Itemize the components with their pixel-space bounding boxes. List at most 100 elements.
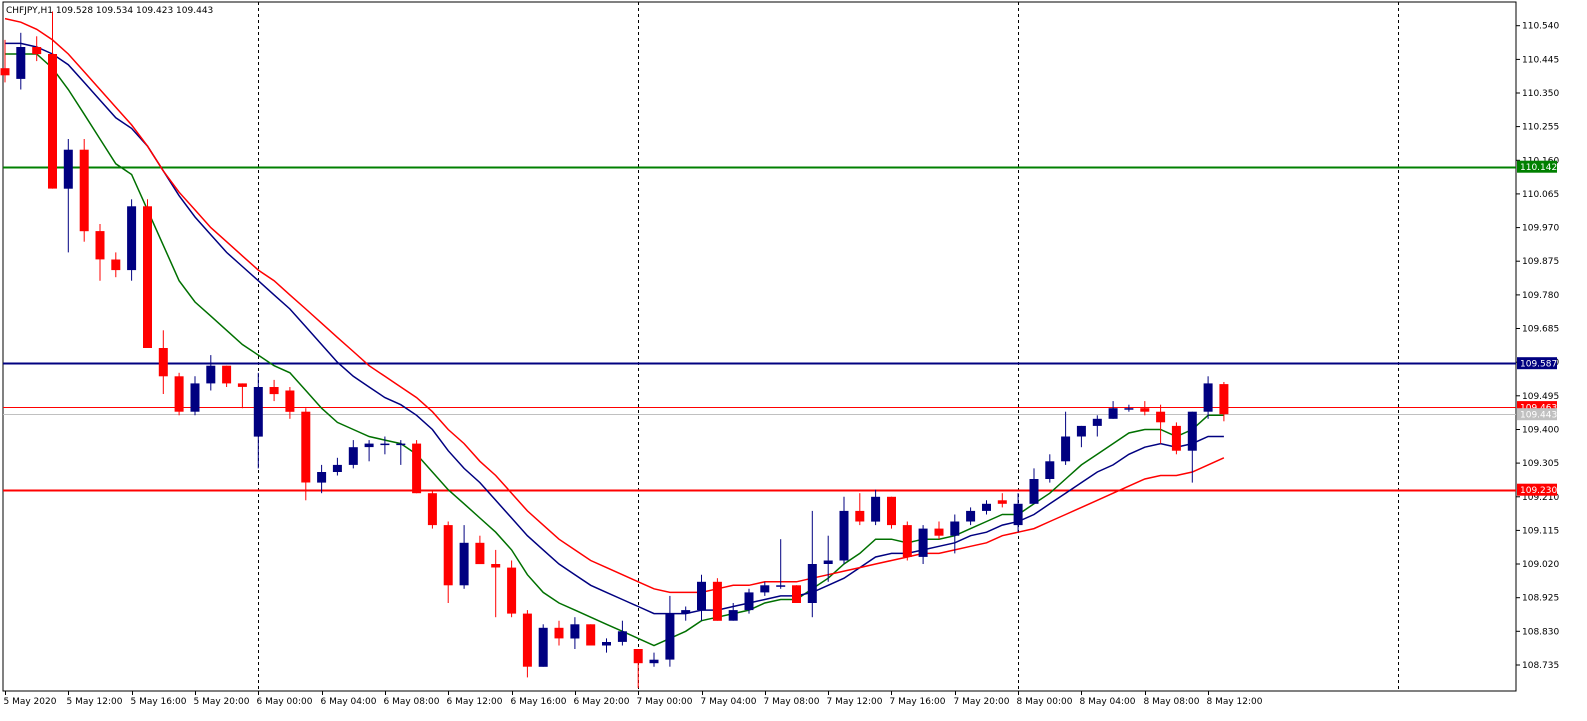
candle xyxy=(997,493,1007,508)
plot-area[interactable] xyxy=(2,1,1517,692)
price-tick-label: 110.445 xyxy=(1522,55,1559,65)
candle-body xyxy=(1013,503,1023,526)
candle xyxy=(317,464,327,494)
price-tag-label: 109.587 xyxy=(1520,360,1557,370)
candle xyxy=(1124,404,1134,412)
candle-body xyxy=(1029,479,1039,504)
candle-body xyxy=(158,348,168,377)
candle-body xyxy=(16,47,26,79)
line-price-tag: 110.142 xyxy=(1517,160,1557,173)
candle-body xyxy=(522,613,532,667)
candle-body xyxy=(934,528,944,536)
candle-body xyxy=(127,206,137,271)
candle xyxy=(712,578,722,621)
candle xyxy=(1187,411,1197,483)
candle-body xyxy=(855,510,865,522)
time-tick-label: 6 May 20:00 xyxy=(574,697,630,707)
candle-body xyxy=(586,624,596,646)
candle-body xyxy=(966,510,976,522)
candle-body xyxy=(1156,411,1166,423)
candle xyxy=(554,620,564,646)
candle-body xyxy=(269,387,279,395)
price-tick-label: 108.735 xyxy=(1522,661,1559,671)
candles xyxy=(0,11,1229,688)
candle xyxy=(823,535,833,582)
candle xyxy=(1061,411,1071,465)
candle xyxy=(285,387,295,419)
candle-body xyxy=(918,528,928,557)
candle xyxy=(79,139,89,242)
candle-body xyxy=(871,496,881,522)
candle xyxy=(776,539,786,589)
candle-body xyxy=(285,390,295,412)
candle xyxy=(665,595,675,667)
candle-body xyxy=(982,503,991,511)
candle xyxy=(633,649,643,688)
candle xyxy=(1203,376,1213,419)
candle-body xyxy=(1061,436,1071,462)
candle-body xyxy=(1092,418,1102,426)
time-tick-label: 8 May 04:00 xyxy=(1080,697,1136,707)
line-price-tag: 109.587 xyxy=(1517,357,1557,370)
candle xyxy=(728,603,738,621)
candle-body xyxy=(111,259,121,271)
horizontal-lines[interactable] xyxy=(3,166,1516,492)
price-tag-label: 109.443 xyxy=(1520,411,1557,421)
candle xyxy=(475,535,485,565)
price-tag-label: 109.230 xyxy=(1520,486,1557,496)
candle xyxy=(1171,422,1181,455)
candle-body xyxy=(1187,411,1197,451)
candle-body xyxy=(222,365,232,384)
candle xyxy=(427,489,437,529)
candle-body xyxy=(1124,408,1134,410)
candle-body xyxy=(633,649,643,664)
time-tick-label: 6 May 08:00 xyxy=(384,697,440,707)
candle xyxy=(143,199,152,348)
candle xyxy=(586,624,596,646)
candle-body xyxy=(665,613,675,660)
candle xyxy=(522,610,532,678)
moving-average-line xyxy=(4,17,1225,594)
candle xyxy=(1156,404,1166,444)
candle xyxy=(459,525,469,589)
time-tick-label: 7 May 20:00 xyxy=(954,697,1010,707)
time-axis[interactable]: 5 May 2020 5 May 12:00 5 May 16:00 5 May 20… xyxy=(4,691,1263,707)
price-tag-box xyxy=(1517,483,1557,496)
time-tick-label: 7 May 16:00 xyxy=(890,697,946,707)
candle xyxy=(332,457,342,476)
candle xyxy=(966,507,976,526)
price-tick-label: 109.400 xyxy=(1522,426,1559,436)
candle xyxy=(934,521,944,540)
candle-body xyxy=(1203,383,1213,412)
time-tick-label: 5 May 12:00 xyxy=(67,697,123,707)
candle-body xyxy=(617,631,627,642)
candle-body xyxy=(364,443,374,448)
price-tag-box xyxy=(1517,160,1557,173)
price-tag-box xyxy=(1517,357,1557,370)
candle-body xyxy=(95,231,105,260)
price-tick-label: 109.970 xyxy=(1522,224,1559,234)
candle xyxy=(237,383,247,409)
candle xyxy=(111,252,121,278)
candle-body xyxy=(554,627,564,639)
price-axis[interactable]: 110.540110.445110.350110.255110.160110.0… xyxy=(1516,22,1559,671)
candle xyxy=(1219,382,1229,422)
price-tick-label: 110.350 xyxy=(1522,89,1559,99)
candle-body xyxy=(887,496,896,526)
candle xyxy=(380,436,390,455)
candle-body xyxy=(332,464,342,472)
candle xyxy=(253,372,263,469)
price-tick-label: 109.495 xyxy=(1522,392,1559,402)
candle xyxy=(0,39,10,83)
time-tick-label: 5 May 2020 xyxy=(4,697,57,707)
candle xyxy=(507,560,517,618)
candle-body xyxy=(902,525,912,557)
candle-body xyxy=(1076,425,1086,437)
candle xyxy=(206,355,216,391)
candle-body xyxy=(427,493,437,526)
candle xyxy=(887,496,896,529)
candle-body xyxy=(744,592,754,611)
